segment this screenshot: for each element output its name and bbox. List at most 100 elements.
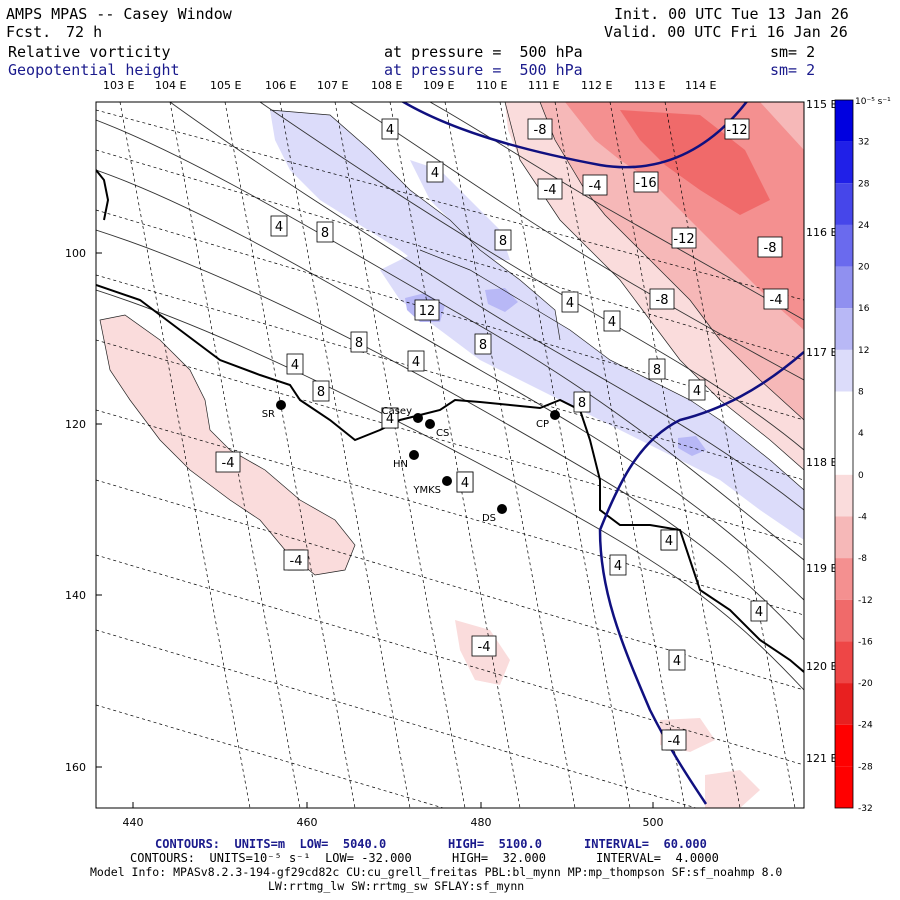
colorbar-swatch xyxy=(835,141,853,184)
footer-height-interval: INTERVAL= 60.000 xyxy=(584,837,707,851)
contour-label: -8 xyxy=(656,293,669,308)
top-lon-label: 111 E xyxy=(528,79,559,92)
contour-label-box xyxy=(582,174,608,196)
colorbar-swatch xyxy=(835,683,853,725)
contour-label: -8 xyxy=(764,241,777,256)
contour-label: 4 xyxy=(431,166,439,181)
field2-name: Geopotential height xyxy=(8,61,180,79)
negative-vorticity-west xyxy=(100,315,355,575)
negative-vorticity-peak-ne xyxy=(620,110,770,215)
right-lon-label: 115 E xyxy=(806,98,837,111)
station-label: YMKS xyxy=(412,485,441,496)
contour-label-box xyxy=(407,350,425,372)
contour-label-box xyxy=(312,380,330,402)
footer-model-info-2: LW:rrtmg_lw SW:rrtmg_sw SFLAY:sf_mynn xyxy=(268,879,525,893)
colorbar-swatch xyxy=(835,599,853,642)
colorbar-label: 8 xyxy=(858,388,864,398)
station-label: CS xyxy=(436,428,449,439)
contour-label: 8 xyxy=(479,338,487,353)
contour-label: 4 xyxy=(608,315,616,330)
stations: SR Casey CS CP HN YMKS DS xyxy=(262,400,560,524)
top-lon-label: 108 E xyxy=(371,79,402,92)
top-lon-label: 113 E xyxy=(634,79,665,92)
contour-label: -16 xyxy=(635,176,656,191)
contour-label: 4 xyxy=(614,559,622,574)
contour-label-box xyxy=(573,391,591,413)
colorbar-label: 0 xyxy=(858,471,864,481)
colorbar-label: -16 xyxy=(858,637,873,647)
colorbar-label: 4 xyxy=(858,429,864,439)
contour-label: 12 xyxy=(419,304,436,319)
contour-labels: 4448812844884484844444444-8-4-4-16-12-12… xyxy=(215,118,789,751)
station-marker xyxy=(442,476,452,486)
contour-label-box xyxy=(668,649,686,671)
contour-label-box xyxy=(527,118,553,140)
contour-label-box xyxy=(660,529,678,551)
right-lon-label: 119 E xyxy=(806,562,837,575)
station-marker xyxy=(413,413,423,423)
contour-label: 4 xyxy=(386,412,394,427)
y-tick-label: 120 xyxy=(65,418,86,431)
colorbar-swatch xyxy=(835,349,853,392)
positive-vorticity-max-3 xyxy=(678,436,706,456)
x-axis: 440 460 480 500 xyxy=(123,802,664,829)
colorbar-swatch xyxy=(835,391,853,434)
station-label: SR xyxy=(262,409,275,420)
colorbar-swatch xyxy=(835,100,853,142)
contour-label: -4 xyxy=(544,183,557,198)
contour-label: 8 xyxy=(321,226,329,241)
colorbar-swatch xyxy=(835,308,853,350)
contour-label-box xyxy=(661,729,687,751)
colorbar-label: -4 xyxy=(858,512,867,522)
station-label: HN xyxy=(393,459,408,470)
contour-label-box xyxy=(215,451,241,473)
y-tick-label: 140 xyxy=(65,589,86,602)
contour-label-box xyxy=(426,161,444,183)
right-lon-label: 117 E xyxy=(806,346,837,359)
top-lon-label: 110 E xyxy=(476,79,507,92)
contour-label: -4 xyxy=(290,554,303,569)
station-label: DS xyxy=(482,513,496,524)
top-lon-label: 107 E xyxy=(317,79,348,92)
contour-label: 4 xyxy=(412,355,420,370)
contour-label: 8 xyxy=(578,396,586,411)
contour-label: -4 xyxy=(478,640,491,655)
x-tick-label: 480 xyxy=(471,816,492,829)
contour-label-box xyxy=(471,635,497,657)
contour-label-box xyxy=(474,333,492,355)
contour-label-box xyxy=(350,331,368,353)
colorbar-swatch xyxy=(835,266,853,309)
model-title: AMPS MPAS -- Casey Window xyxy=(6,5,232,23)
contour-label-box xyxy=(537,178,563,200)
footer-model-info: Model Info: MPASv8.2.3-194-gf29cd82c CU:… xyxy=(90,865,783,879)
valid-time: Valid. 00 UTC Fri 16 Jan 26 xyxy=(604,23,848,41)
colorbar-label: -8 xyxy=(858,554,867,564)
field2-smoothing: sm= 2 xyxy=(770,61,816,79)
colorbar-swatch xyxy=(835,433,853,475)
contour-label: 8 xyxy=(317,385,325,400)
colorbar-swatch xyxy=(835,641,853,684)
right-longitude-labels: 115 E 116 E 117 E 118 E 119 E 120 E 121 E xyxy=(806,98,837,765)
forecast-label: Fcst. xyxy=(6,23,52,41)
contour-label-box xyxy=(649,288,675,310)
contour-label-box xyxy=(381,118,399,140)
top-lon-label: 106 E xyxy=(265,79,296,92)
colorbar-swatch xyxy=(835,183,853,225)
geopotential-contours xyxy=(96,102,804,691)
y-tick-label: 100 xyxy=(65,247,86,260)
contour-label: 4 xyxy=(665,534,673,549)
contour-label-box xyxy=(286,353,304,375)
contour-label-box xyxy=(633,171,659,193)
height-contour-5040 xyxy=(400,102,748,169)
x-tick-label: 440 xyxy=(123,816,144,829)
colorbar-label: -12 xyxy=(858,596,873,606)
footer-vorticity-interval: INTERVAL= 4.0000 xyxy=(596,851,719,865)
contour-label-box xyxy=(494,229,512,251)
colorbar-frame xyxy=(834,99,854,809)
contour-label: 8 xyxy=(499,234,507,249)
y-axis: 100 120 140 160 xyxy=(65,247,102,774)
contour-label-box xyxy=(609,554,627,576)
contour-label-box xyxy=(316,221,334,243)
right-lon-label: 120 E xyxy=(806,660,837,673)
init-time: Init. 00 UTC Tue 13 Jan 26 xyxy=(614,5,849,23)
